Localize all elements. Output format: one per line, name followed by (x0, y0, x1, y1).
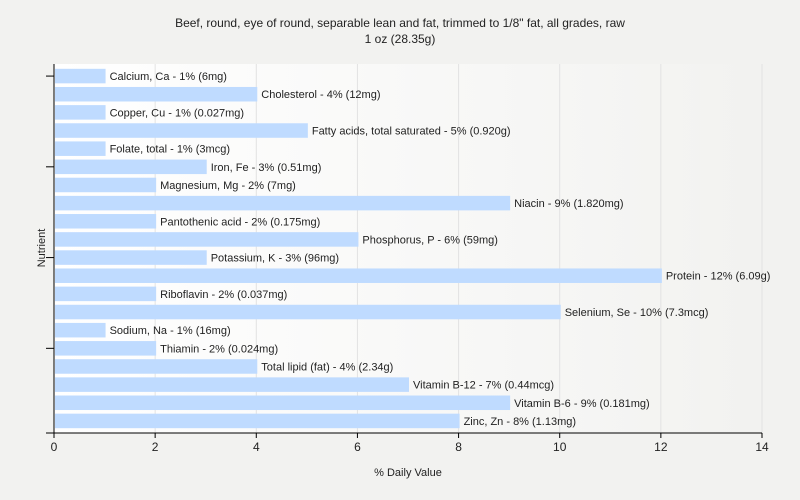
bar (55, 105, 106, 120)
x-tick-label: 2 (152, 440, 159, 454)
x-axis-label: % Daily Value (374, 467, 442, 479)
bar-label: Copper, Cu - 1% (0.027mg) (110, 107, 245, 119)
bar-label: Thiamin - 2% (0.024mg) (160, 343, 278, 355)
chart-title: Beef, round, eye of round, separable lea… (175, 16, 625, 30)
bar (55, 86, 258, 102)
x-tick-label: 6 (354, 440, 361, 454)
bar (55, 322, 106, 338)
bar-label: Iron, Fe - 3% (0.51mg) (211, 162, 322, 174)
bar-label: Magnesium, Mg - 2% (7mg) (160, 180, 296, 192)
bar (55, 123, 308, 138)
bar-label: Riboflavin - 2% (0.037mg) (160, 289, 287, 301)
bar-label: Pantothenic acid - 2% (0.175mg) (160, 216, 320, 228)
x-tick-label: 0 (51, 440, 58, 454)
bar-label: Protein - 12% (6.09g) (666, 271, 771, 283)
x-tick-label: 14 (755, 440, 769, 454)
bar (55, 341, 157, 356)
chart-subtitle: 1 oz (28.35g) (364, 32, 436, 46)
bar-label: Total lipid (fat) - 4% (2.34g) (261, 361, 393, 373)
bar-label: Calcium, Ca - 1% (6mg) (110, 71, 227, 83)
bar-label: Cholesterol - 4% (12mg) (261, 89, 380, 101)
bar-label: Potassium, K - 3% (96mg) (211, 253, 339, 265)
bar (55, 250, 207, 265)
x-tick-label: 4 (253, 440, 260, 454)
bar (55, 232, 359, 247)
bar (55, 214, 157, 229)
x-tick-label: 10 (553, 440, 567, 454)
bar (55, 195, 511, 211)
bar (55, 359, 258, 374)
bar-label: Sodium, Na - 1% (16mg) (110, 325, 231, 337)
bar-label: Vitamin B-6 - 9% (0.181mg) (514, 398, 650, 410)
bar (55, 395, 511, 411)
bar (55, 304, 561, 320)
bar-label: Vitamin B-12 - 7% (0.44mcg) (413, 380, 554, 392)
bar-label: Fatty acids, total saturated - 5% (0.920… (312, 126, 511, 138)
bar-label: Phosphorus, P - 6% (59mg) (362, 234, 498, 246)
bar-label: Folate, total - 1% (3mcg) (110, 144, 230, 156)
bar (55, 413, 460, 429)
bar (55, 268, 662, 283)
bar-label: Zinc, Zn - 8% (1.13mg) (464, 416, 576, 428)
x-tick-label: 12 (654, 440, 668, 454)
bar (55, 286, 157, 302)
bar (55, 68, 106, 84)
bar (55, 159, 207, 175)
bar (55, 141, 106, 156)
bar (55, 177, 157, 193)
x-tick-label: 8 (455, 440, 462, 454)
y-axis-label: Nutrient (36, 229, 48, 268)
bar-label: Niacin - 9% (1.820mg) (514, 198, 623, 210)
bar-label: Selenium, Se - 10% (7.3mcg) (565, 307, 709, 319)
bar (55, 377, 409, 392)
